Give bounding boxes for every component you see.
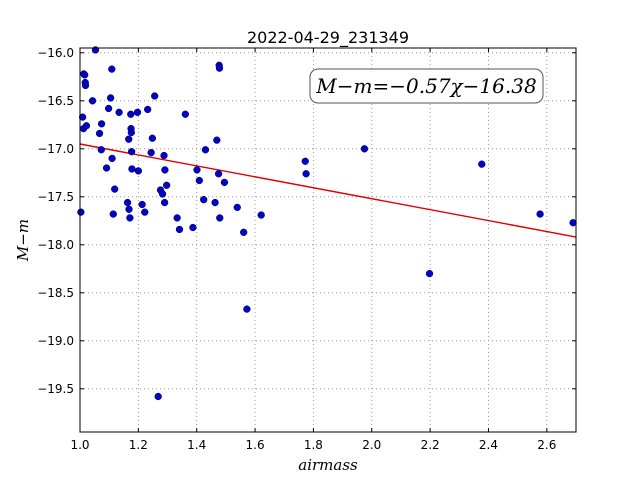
x-tick-labels: 1.0 1.2 1.4 1.6 1.8 2.0 2.2 2.4 2.6 [70, 438, 556, 452]
data-point [213, 136, 221, 144]
data-point [144, 105, 152, 114]
data-point [88, 97, 97, 105]
data-point [78, 113, 87, 121]
y-tick-label: −17.0 [37, 142, 74, 156]
y-tick-label: −16.0 [37, 46, 74, 60]
data-point [211, 198, 219, 207]
data-point [138, 200, 146, 209]
data-point [302, 170, 310, 178]
fit-line [79, 143, 577, 238]
data-point [160, 151, 168, 160]
data-point [200, 196, 208, 204]
y-tick-label: −18.5 [37, 286, 74, 300]
data-point [123, 198, 132, 207]
data-point [425, 269, 434, 278]
data-point [301, 157, 309, 165]
data-point [125, 135, 133, 143]
x-tick-label: 1.4 [187, 438, 206, 452]
data-point [193, 166, 201, 174]
data-point [147, 148, 155, 157]
data-point [536, 210, 544, 218]
data-point [216, 214, 224, 222]
x-tick-label: 2.6 [537, 438, 556, 452]
data-point [195, 176, 203, 185]
data-point [161, 166, 169, 174]
data-point [127, 110, 135, 118]
x-axis-label: airmass [298, 456, 358, 474]
data-point [106, 94, 115, 102]
data-point [173, 214, 181, 222]
data-point [201, 146, 210, 154]
data-point [220, 178, 229, 187]
data-point [115, 108, 123, 116]
x-tick-label: 1.6 [246, 438, 265, 452]
y-tick-label: −17.5 [37, 190, 74, 204]
data-point [141, 208, 149, 216]
data-point [569, 219, 577, 227]
data-point [175, 225, 184, 234]
data-point [163, 181, 171, 189]
data-point [134, 167, 143, 175]
data-point [109, 210, 117, 218]
data-point [97, 146, 105, 154]
data-point [154, 392, 162, 401]
data-point [127, 128, 136, 137]
y-axis-label: M−m [14, 219, 32, 262]
fit-line-group [79, 143, 577, 238]
data-point [233, 203, 241, 212]
data-point [104, 104, 113, 113]
data-point [111, 185, 119, 193]
data-point [125, 205, 133, 213]
data-point [214, 170, 223, 178]
x-tick-label: 2.2 [421, 438, 440, 452]
data-point [108, 65, 116, 73]
annotation-frame [309, 68, 544, 104]
data-point [478, 160, 486, 168]
data-point [102, 164, 111, 172]
plot-frame [79, 47, 577, 433]
data-points [77, 46, 577, 401]
ticks [79, 48, 576, 432]
x-tick-label: 1.0 [70, 438, 89, 452]
y-tick-label: −19.5 [37, 382, 74, 396]
x-tick-label: 1.2 [129, 438, 148, 452]
x-tick-label: 2.4 [479, 438, 498, 452]
fit-equation: M−m=−0.57χ−16.38 [315, 74, 536, 98]
data-point [158, 190, 167, 198]
data-point [215, 64, 224, 72]
data-point [77, 208, 85, 216]
data-point [181, 110, 189, 118]
data-point [82, 122, 91, 130]
y-tick-labels: −16.0 −16.5 −17.0 −17.5 −18.0 −18.5 −19.0 −19.5 [37, 46, 74, 396]
x-tick-label: 2.0 [362, 438, 381, 452]
data-point [243, 305, 251, 313]
data-point [95, 129, 104, 138]
data-point [257, 211, 265, 219]
data-point [126, 214, 134, 222]
data-point [81, 71, 89, 79]
data-point [360, 145, 369, 153]
annotation-box: M−m=−0.57χ−16.38 [309, 68, 544, 104]
data-point [240, 228, 248, 236]
chart-title: 2022-04-29_231349 [247, 28, 409, 48]
data-point [148, 134, 157, 142]
data-point [160, 198, 169, 207]
data-point [128, 165, 136, 173]
y-tick-label: −16.5 [37, 94, 74, 108]
data-point [151, 92, 159, 100]
data-point [108, 154, 116, 163]
y-tick-label: −19.0 [37, 334, 74, 348]
x-tick-label: 1.8 [304, 438, 323, 452]
data-point [133, 108, 142, 116]
data-point [189, 223, 197, 232]
data-point [81, 81, 90, 90]
y-tick-label: −18.0 [37, 238, 74, 252]
data-point [97, 120, 106, 128]
plot-background [80, 48, 576, 432]
plot-area [77, 46, 577, 433]
data-point [127, 148, 136, 156]
